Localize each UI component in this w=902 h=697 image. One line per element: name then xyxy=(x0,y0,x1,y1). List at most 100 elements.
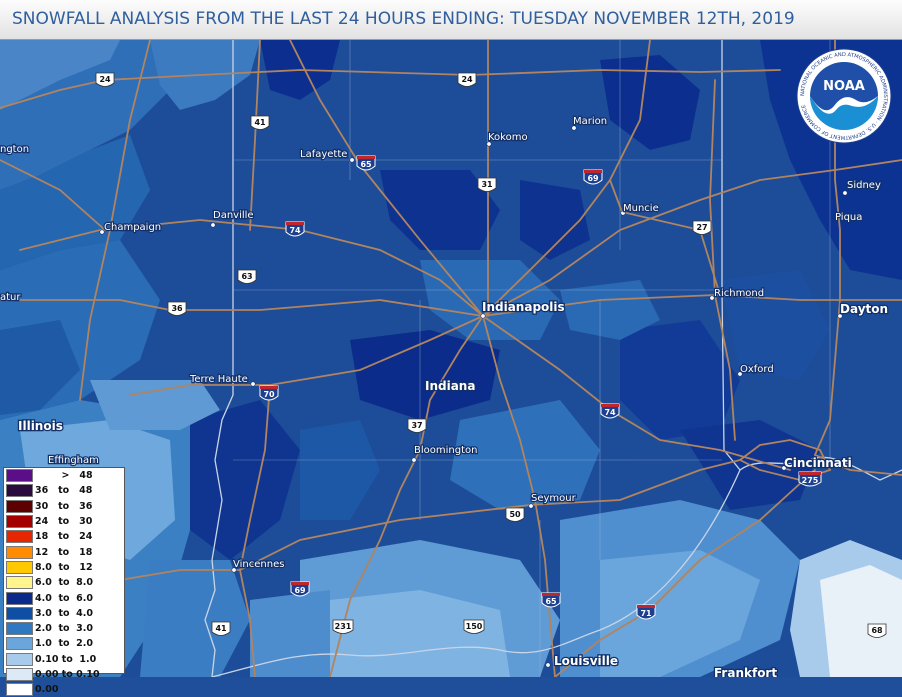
legend-label: 0.10 to 1.0 xyxy=(35,653,97,665)
legend-swatch xyxy=(6,499,33,513)
highway-shields: 24 24 41 65 31 69 74 xyxy=(95,72,887,638)
legend-label: 8.0 to 12 xyxy=(35,561,93,573)
legend-row: 36 to 48 xyxy=(4,483,124,498)
svg-text:231: 231 xyxy=(335,622,352,631)
legend-label: 18 to 24 xyxy=(35,531,93,543)
legend-row: 2.0 to 3.0 xyxy=(4,621,124,636)
us-route-shield: 36 xyxy=(167,301,187,316)
legend-label: 24 to 30 xyxy=(35,516,93,528)
city-label-vincennes: Vincennes xyxy=(233,559,284,570)
legend-row: 8.0 to 12 xyxy=(4,560,124,575)
city-label-indianapolis: Indianapolis xyxy=(482,300,565,314)
city-label-danville: Danville xyxy=(213,210,254,221)
svg-text:NOAA: NOAA xyxy=(823,79,865,94)
us-route-shield: 68 xyxy=(867,623,887,638)
svg-text:37: 37 xyxy=(411,421,422,430)
state-label-illinois: Illinois xyxy=(18,419,63,433)
state-boundaries xyxy=(204,40,902,677)
legend-label: 2.0 to 3.0 xyxy=(35,623,93,635)
legend-row: 30 to 36 xyxy=(4,499,124,514)
svg-text:31: 31 xyxy=(481,180,493,189)
legend-row: 1.0 to 2.0 xyxy=(4,636,124,651)
city-label-dayton: Dayton xyxy=(840,302,888,316)
svg-text:69: 69 xyxy=(294,586,306,595)
us-route-shield: 50 xyxy=(505,507,525,522)
svg-text:275: 275 xyxy=(802,476,819,485)
svg-text:63: 63 xyxy=(241,272,252,281)
legend-swatch xyxy=(6,515,33,529)
city-label-marion: Marion xyxy=(573,116,607,127)
svg-text:68: 68 xyxy=(871,626,883,635)
interstate-shield: 71 xyxy=(636,604,656,620)
legend-row: 0.00 to 0.10 xyxy=(4,667,124,682)
legend-swatch xyxy=(6,591,33,605)
interstate-shield: 74 xyxy=(600,403,620,419)
legend-row: 0.10 to 1.0 xyxy=(4,652,124,667)
city-label-cincinnati: Cincinnati xyxy=(784,456,852,470)
us-route-shield: 24 xyxy=(95,72,115,87)
legend-swatch xyxy=(6,545,33,559)
legend-row: 0.00 xyxy=(4,682,124,697)
svg-text:36: 36 xyxy=(171,304,183,313)
us-route-shield: 31 xyxy=(477,177,497,192)
legend-swatch xyxy=(6,683,33,697)
city-label-bloomington: Bloomington xyxy=(414,445,477,456)
city-label-piqua: Piqua xyxy=(835,212,862,223)
svg-text:71: 71 xyxy=(640,609,652,618)
legend-row: 6.0 to 8.0 xyxy=(4,575,124,590)
state-labels: Indiana Illinois xyxy=(17,378,477,435)
legend-swatch xyxy=(6,560,33,574)
snowfall-legend: > 48 36 to 48 30 to 36 24 to 30 18 to 24 12 t… xyxy=(3,467,125,697)
city-label-lafayette: Lafayette xyxy=(300,149,347,160)
city-label-partial-left-2: atur xyxy=(0,292,21,303)
us-route-shield: 37 xyxy=(407,418,427,433)
legend-row: 24 to 30 xyxy=(4,514,124,529)
city-label-sidney: Sidney xyxy=(847,180,881,191)
legend-label: 6.0 to 8.0 xyxy=(35,577,93,589)
svg-text:74: 74 xyxy=(289,226,301,235)
us-route-shield: 27 xyxy=(692,220,712,235)
city-label-partial-left-1: ngton xyxy=(0,144,29,155)
city-label-effingham: Effingham xyxy=(48,455,99,466)
title-bar: SNOWFALL ANALYSIS FROM THE LAST 24 HOURS… xyxy=(0,0,902,40)
legend-label: 12 to 18 xyxy=(35,546,93,558)
interstate-shield: 275 xyxy=(798,471,822,487)
city-labels: Champaign Danville Lafayette Kokomo Mari… xyxy=(0,115,889,677)
legend-row: 12 to 18 xyxy=(4,544,124,559)
us-route-shield: 231 xyxy=(332,619,354,634)
svg-text:74: 74 xyxy=(604,408,616,417)
snowfall-map[interactable]: 24 24 41 65 31 69 74 xyxy=(0,40,902,677)
legend-label: 0.00 to 0.10 xyxy=(35,669,100,680)
legend-swatch xyxy=(6,622,33,636)
legend-row: > 48 xyxy=(4,468,124,483)
legend-swatch xyxy=(6,530,33,544)
legend-swatch xyxy=(6,652,33,666)
svg-text:41: 41 xyxy=(254,118,266,127)
county-lines xyxy=(233,40,831,677)
svg-text:41: 41 xyxy=(215,624,227,633)
city-label-muncie: Muncie xyxy=(623,203,659,214)
legend-label: 3.0 to 4.0 xyxy=(35,607,93,619)
us-route-shield: 41 xyxy=(250,115,270,130)
city-label-champaign: Champaign xyxy=(104,222,161,233)
map-canvas: 24 24 41 65 31 69 74 xyxy=(0,40,902,677)
interstate-shield: 65 xyxy=(356,155,376,171)
legend-row: 4.0 to 6.0 xyxy=(4,590,124,605)
svg-text:65: 65 xyxy=(360,160,372,169)
legend-swatch xyxy=(6,637,33,651)
legend-swatch xyxy=(6,606,33,620)
interstate-shield: 65 xyxy=(541,592,561,608)
interstate-shield: 70 xyxy=(259,385,279,401)
svg-text:65: 65 xyxy=(545,597,557,606)
legend-swatch xyxy=(6,576,33,590)
map-title: SNOWFALL ANALYSIS FROM THE LAST 24 HOURS… xyxy=(12,9,795,29)
us-route-shield: 63 xyxy=(237,269,257,284)
legend-label: > 48 xyxy=(35,470,93,482)
legend-label: 1.0 to 2.0 xyxy=(35,638,93,650)
legend-swatch xyxy=(6,668,33,681)
legend-label: 36 to 48 xyxy=(35,485,93,497)
svg-text:69: 69 xyxy=(587,174,599,183)
road-network xyxy=(0,40,902,677)
svg-text:24: 24 xyxy=(99,75,111,84)
city-label-oxford: Oxford xyxy=(740,364,774,375)
